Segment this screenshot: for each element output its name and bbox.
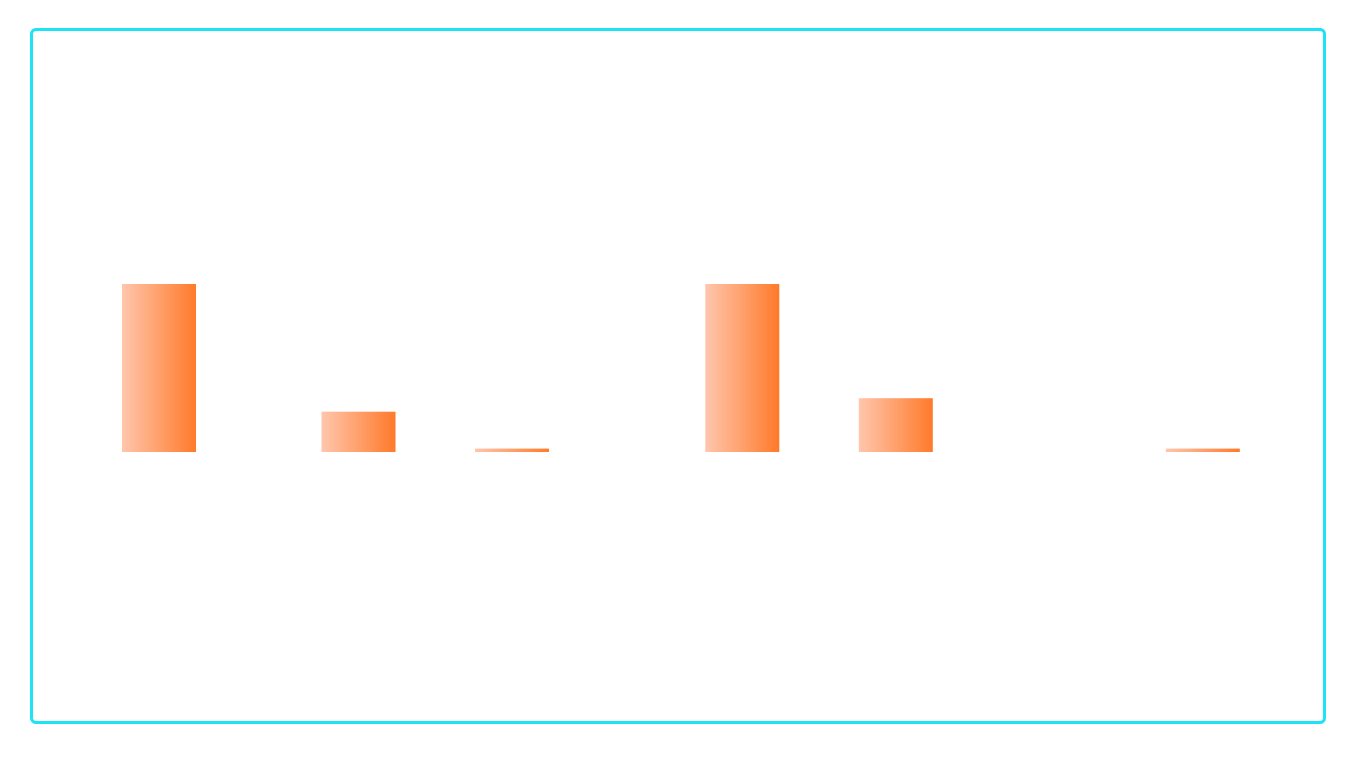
bar-1: [122, 284, 196, 452]
bar-6: [1165, 448, 1240, 452]
bar-5: [858, 398, 933, 452]
bar-2: [321, 411, 396, 452]
bars-layer: [122, 284, 1240, 452]
bar-4: [705, 284, 780, 452]
bar-3: [475, 448, 549, 452]
chart-frame: [30, 28, 1326, 724]
